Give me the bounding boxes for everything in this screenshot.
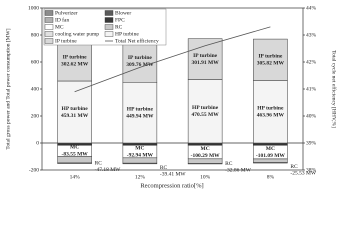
chart: Total gross power and Total power consum… [5, 5, 338, 189]
legend-label: MC [55, 24, 64, 30]
y2-tick-label: 39% [306, 140, 317, 146]
value-label: 302.62 MW [61, 61, 89, 67]
legend-swatch [104, 10, 114, 16]
value-label: -83.55 MW [61, 152, 88, 158]
legend-swatch [104, 24, 114, 30]
bar-segment [122, 162, 158, 165]
x-tick-label: 12% [135, 174, 146, 180]
bar-segment [187, 163, 223, 165]
x-tick-label: 10% [200, 174, 211, 180]
legend-label: HP turbine [115, 31, 139, 37]
segment-name: HP turbine [127, 106, 154, 112]
y2-tick-label: 41% [306, 86, 317, 92]
x-tick-label: 14% [70, 174, 81, 180]
segment-name: HP turbine [192, 105, 219, 111]
segment-name: IP turbine [128, 55, 153, 61]
bar-segment [57, 156, 92, 164]
y2-axis-label: Total cycle net efficiency [HHV,%] [331, 50, 338, 128]
legend-label: Blower [115, 10, 131, 16]
segment-name: RC [160, 165, 168, 171]
segment-name: RC [290, 164, 298, 170]
value-label: -101.09 MW [256, 153, 286, 159]
segment-name: RC [95, 161, 103, 167]
y-tick-label: 400 [31, 86, 40, 92]
y2-tick-label: 44% [306, 5, 317, 11]
bar-segment [122, 82, 158, 144]
bar-segment [187, 79, 223, 144]
value-label: -47.18 MW [95, 167, 121, 173]
legend-swatch [44, 17, 54, 23]
value-label: 305.82 MW [257, 60, 285, 66]
y2-tick-label: 40% [306, 113, 317, 119]
y-tick-label: 600 [31, 59, 40, 65]
y-tick-label: 0 [36, 140, 39, 146]
efficiency-line [74, 26, 271, 93]
value-label: -39.41 MW [160, 171, 186, 177]
y2-tick-label: 38% [306, 167, 317, 173]
x-axis-label: Recompression ratio[%] [140, 182, 203, 189]
bar-segment [122, 40, 158, 83]
legend-swatch [44, 38, 54, 44]
y-tick-label: 1000 [28, 5, 39, 11]
legend-label: FPC [115, 17, 125, 23]
bar-segment [253, 158, 288, 163]
segment-name: RC [225, 161, 233, 167]
value-label: 470.55 MW [192, 112, 220, 118]
segment-name: MC [266, 146, 275, 152]
legend-label: cooling water pump [55, 31, 99, 37]
bar-segment [57, 162, 92, 164]
segment-name: MC [70, 145, 79, 151]
legend-swatch [44, 10, 54, 16]
bar-segment [187, 158, 223, 164]
legend-label: ID fan [55, 16, 69, 23]
legend-swatch [44, 24, 54, 30]
segment-name: HP turbine [62, 106, 89, 112]
segment-name: IP turbine [258, 53, 283, 59]
y-tick-label: 200 [31, 113, 40, 119]
segment-name: MC [201, 146, 210, 152]
legend-swatch [104, 17, 114, 23]
legend-label: Total Net efficiency [115, 37, 159, 44]
segment-name: MC [135, 145, 144, 151]
y2-tick-label: 42% [306, 59, 317, 65]
value-label: 449.94 MW [126, 113, 154, 119]
value-label: 309.76 MW [126, 62, 154, 68]
value-label: 459.31 MW [61, 113, 89, 119]
y-axis-label: Total gross power and Total power consum… [5, 28, 11, 149]
legend-label: RC [115, 24, 123, 30]
value-label: 463.96 MW [257, 112, 285, 118]
value-label: -25.53 MW [290, 171, 316, 177]
bar-segment [122, 157, 158, 164]
segment-name: IP turbine [63, 54, 88, 60]
value-label: -100.29 MW [191, 153, 221, 159]
y-tick-label: -200 [29, 167, 39, 173]
bar-segment [253, 162, 288, 164]
bar-segment [253, 38, 288, 81]
y-tick-label: 800 [31, 32, 40, 38]
value-label: -32.86 MW [225, 168, 251, 174]
x-tick-label: 8% [267, 174, 275, 180]
legend-label: Pulverizer [55, 10, 78, 16]
y2-tick-label: 43% [306, 32, 317, 38]
value-label: -92.94 MW [127, 152, 154, 158]
legend-label: IP turbine [55, 38, 77, 44]
bar-segment [253, 80, 288, 144]
legend-swatch [104, 31, 114, 37]
segment-name: HP turbine [257, 105, 284, 111]
value-label: 301.91 MW [192, 60, 220, 66]
legend-swatch [44, 31, 54, 37]
segment-name: IP turbine [193, 53, 218, 59]
